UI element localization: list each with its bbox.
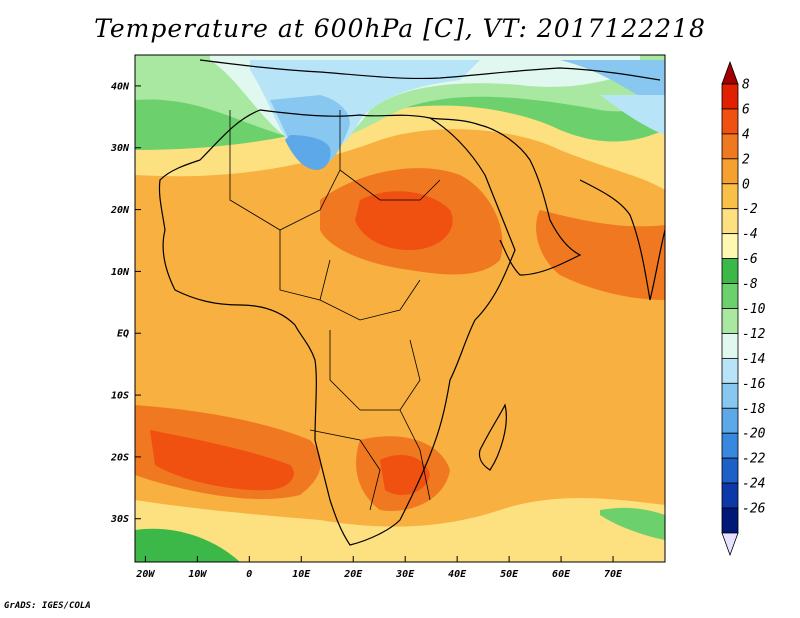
longitude-axis: 20W 10W 0 10E 20E 30E 40E 50E 60E 70E (135, 556, 623, 580)
border-west-africa (279, 230, 331, 301)
ne-light-blue (600, 95, 665, 135)
lat-tick-label: 10S (111, 391, 129, 402)
border-congo (329, 330, 421, 411)
colorbar-label: -16 (742, 377, 766, 392)
colorbar-label: 2 (742, 152, 750, 167)
orange-arabian-sea (536, 210, 665, 300)
coastline (158, 59, 665, 546)
colorbar-swatch (721, 308, 739, 334)
colorbar-label: -26 (742, 502, 766, 517)
colorbar-label: -18 (742, 402, 766, 417)
lat-tick-label: 30N (110, 143, 130, 154)
colorbar-swatch (721, 283, 739, 309)
deep-blue-patch (285, 135, 331, 170)
colorbar-label: 4 (742, 127, 750, 142)
colorbar: 8 6 4 2 0 -2 -4 -6 -8 -10 -12 -14 -16 -18 -20 -22 -24 -26 (721, 60, 766, 557)
lon-tick-label: 30E (395, 569, 415, 580)
colorbar-top-arrow (721, 60, 739, 85)
green-patch-southeast (600, 507, 665, 540)
colorbar-swatch (721, 482, 739, 509)
colorbar-label: -22 (742, 452, 766, 467)
colorbar-swatch (721, 407, 739, 434)
africa-coast (158, 109, 516, 546)
border-sahara (229, 110, 341, 231)
colorbar-label: 8 (742, 78, 750, 93)
colorbar-swatch (721, 457, 739, 484)
colorbar-label: -6 (742, 252, 758, 267)
colorbar-swatch (721, 507, 739, 534)
temperature-field (135, 55, 665, 562)
colorbar-swatch (721, 333, 739, 359)
colorbar-label: -12 (742, 327, 766, 342)
lon-tick-label: 10E (292, 569, 311, 580)
lat-tick-label: EQ (117, 329, 129, 340)
europe-coast (199, 59, 661, 81)
hot-core-sudan (355, 191, 453, 250)
yellow-band-south (135, 498, 665, 562)
colorbar-swatch (721, 208, 739, 235)
colorbar-swatch (721, 357, 739, 384)
colorbar-label: -4 (742, 227, 758, 242)
lon-tick-label: 20E (343, 569, 363, 580)
lat-tick-label: 20S (110, 452, 129, 463)
colorbar-swatch (721, 258, 739, 284)
colorbar-label: -2 (742, 202, 758, 217)
latitude-axis: 40N 30N 20N 10N EQ 10S 20S 30S (110, 81, 141, 525)
lat-tick-label: 20N (110, 205, 130, 216)
country-borders (229, 110, 441, 511)
colorbar-swatch (721, 382, 739, 409)
lon-tick-label: 0 (246, 569, 252, 580)
colorbar-label: -10 (742, 302, 766, 317)
lat-tick-label: 10N (111, 267, 130, 278)
colorbar-bottom-arrow (721, 532, 739, 557)
border-central (319, 279, 421, 321)
lon-tick-label: 50E (500, 569, 519, 580)
colorbar-swatch (721, 108, 739, 135)
border-southern (309, 429, 381, 511)
map-frame (134, 54, 666, 563)
lat-tick-label: 40N (111, 81, 130, 92)
lat-tick-label: 30S (110, 514, 129, 525)
colorbar-swatch (721, 233, 739, 260)
border-mozambique (399, 409, 431, 501)
lon-tick-label: 70E (604, 569, 623, 580)
india-coast (579, 179, 665, 301)
colorbar-swatch (721, 183, 739, 210)
ne-blue-patch (560, 60, 665, 110)
border-sudan-north (339, 169, 441, 201)
colorbar-label: -20 (742, 427, 766, 442)
colorbar-label: -14 (742, 352, 765, 367)
colorbar-swatch (721, 158, 739, 185)
chart-title: Temperature at 600hPa [C], VT: 201712221… (94, 14, 706, 43)
green-patch-southwest (135, 528, 240, 562)
lon-tick-label: 60E (552, 569, 571, 580)
lon-tick-label: 10W (188, 569, 207, 580)
lon-tick-label: 40E (448, 569, 467, 580)
colorbar-label: -24 (742, 477, 765, 492)
footer-credit: GrADS: IGES/COLA (4, 601, 91, 611)
lon-tick-label: 20W (135, 569, 155, 580)
colorbar-label: 6 (742, 102, 750, 117)
colorbar-label: -8 (742, 277, 758, 292)
colorbar-label: 0 (742, 177, 750, 192)
madagascar (478, 403, 507, 471)
colorbar-swatch (721, 133, 739, 160)
colorbar-swatch (721, 83, 739, 110)
arabia-coast (429, 117, 582, 276)
hot-south-atlantic (150, 430, 294, 491)
colorbar-swatch (721, 432, 739, 459)
